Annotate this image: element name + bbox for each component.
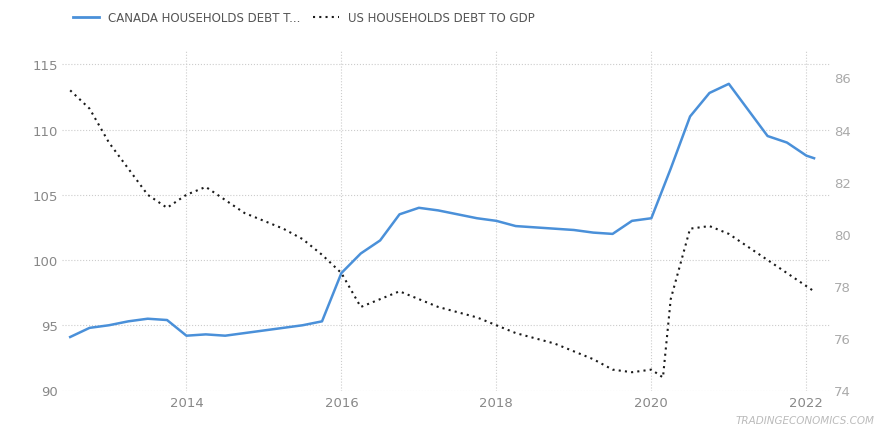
CANADA HOUSEHOLDS DEBT T... xyxy=(685,115,696,120)
US HOUSEHOLDS DEBT TO GDP xyxy=(723,232,734,237)
CANADA HOUSEHOLDS DEBT T... xyxy=(317,319,327,324)
US HOUSEHOLDS DEBT TO GDP xyxy=(452,310,463,315)
US HOUSEHOLDS DEBT TO GDP xyxy=(607,367,618,372)
US HOUSEHOLDS DEBT TO GDP xyxy=(472,315,483,320)
US HOUSEHOLDS DEBT TO GDP xyxy=(530,336,541,341)
Line: CANADA HOUSEHOLDS DEBT T...: CANADA HOUSEHOLDS DEBT T... xyxy=(70,85,814,337)
CANADA HOUSEHOLDS DEBT T... xyxy=(84,326,95,331)
CANADA HOUSEHOLDS DEBT T... xyxy=(549,227,560,232)
US HOUSEHOLDS DEBT TO GDP xyxy=(568,349,579,354)
CANADA HOUSEHOLDS DEBT T... xyxy=(201,332,211,337)
CANADA HOUSEHOLDS DEBT T... xyxy=(704,91,714,96)
US HOUSEHOLDS DEBT TO GDP xyxy=(414,297,425,302)
Legend: CANADA HOUSEHOLDS DEBT T..., US HOUSEHOLDS DEBT TO GDP: CANADA HOUSEHOLDS DEBT T..., US HOUSEHOL… xyxy=(69,7,540,30)
CANADA HOUSEHOLDS DEBT T... xyxy=(297,323,308,328)
US HOUSEHOLDS DEBT TO GDP xyxy=(336,271,347,276)
US HOUSEHOLDS DEBT TO GDP xyxy=(626,370,637,375)
US HOUSEHOLDS DEBT TO GDP xyxy=(161,206,172,211)
CANADA HOUSEHOLDS DEBT T... xyxy=(568,228,579,233)
US HOUSEHOLDS DEBT TO GDP xyxy=(781,271,792,276)
CANADA HOUSEHOLDS DEBT T... xyxy=(123,319,134,324)
CANADA HOUSEHOLDS DEBT T... xyxy=(530,225,541,230)
CANADA HOUSEHOLDS DEBT T... xyxy=(763,134,773,139)
US HOUSEHOLDS DEBT TO GDP xyxy=(317,253,327,258)
US HOUSEHOLDS DEBT TO GDP xyxy=(704,224,714,229)
US HOUSEHOLDS DEBT TO GDP xyxy=(297,237,308,242)
US HOUSEHOLDS DEBT TO GDP xyxy=(355,305,366,310)
US HOUSEHOLDS DEBT TO GDP xyxy=(394,289,405,294)
CANADA HOUSEHOLDS DEBT T... xyxy=(375,238,385,243)
US HOUSEHOLDS DEBT TO GDP xyxy=(743,245,754,250)
CANADA HOUSEHOLDS DEBT T... xyxy=(809,156,820,161)
CANADA HOUSEHOLDS DEBT T... xyxy=(161,318,172,323)
US HOUSEHOLDS DEBT TO GDP xyxy=(510,331,521,336)
US HOUSEHOLDS DEBT TO GDP xyxy=(278,227,289,232)
CANADA HOUSEHOLDS DEBT T... xyxy=(472,216,483,221)
CANADA HOUSEHOLDS DEBT T... xyxy=(259,328,269,333)
US HOUSEHOLDS DEBT TO GDP xyxy=(491,323,501,328)
US HOUSEHOLDS DEBT TO GDP xyxy=(685,227,696,232)
CANADA HOUSEHOLDS DEBT T... xyxy=(801,154,812,159)
CANADA HOUSEHOLDS DEBT T... xyxy=(103,323,114,328)
US HOUSEHOLDS DEBT TO GDP xyxy=(763,258,773,263)
CANADA HOUSEHOLDS DEBT T... xyxy=(355,251,366,256)
US HOUSEHOLDS DEBT TO GDP xyxy=(143,193,153,198)
CANADA HOUSEHOLDS DEBT T... xyxy=(65,335,76,340)
CANADA HOUSEHOLDS DEBT T... xyxy=(394,212,405,217)
CANADA HOUSEHOLDS DEBT T... xyxy=(278,326,289,331)
CANADA HOUSEHOLDS DEBT T... xyxy=(665,167,676,172)
CANADA HOUSEHOLDS DEBT T... xyxy=(510,224,521,229)
US HOUSEHOLDS DEBT TO GDP xyxy=(123,167,134,172)
US HOUSEHOLDS DEBT TO GDP xyxy=(433,305,443,310)
US HOUSEHOLDS DEBT TO GDP xyxy=(665,297,676,302)
Line: US HOUSEHOLDS DEBT TO GDP: US HOUSEHOLDS DEBT TO GDP xyxy=(70,91,814,378)
US HOUSEHOLDS DEBT TO GDP xyxy=(801,284,812,289)
US HOUSEHOLDS DEBT TO GDP xyxy=(375,297,385,302)
CANADA HOUSEHOLDS DEBT T... xyxy=(491,219,501,224)
CANADA HOUSEHOLDS DEBT T... xyxy=(646,216,657,221)
US HOUSEHOLDS DEBT TO GDP xyxy=(259,219,269,224)
US HOUSEHOLDS DEBT TO GDP xyxy=(588,357,599,362)
US HOUSEHOLDS DEBT TO GDP xyxy=(103,141,114,146)
US HOUSEHOLDS DEBT TO GDP xyxy=(809,289,820,294)
Text: TRADINGECONOMICS.COM: TRADINGECONOMICS.COM xyxy=(735,415,874,425)
CANADA HOUSEHOLDS DEBT T... xyxy=(781,141,792,146)
CANADA HOUSEHOLDS DEBT T... xyxy=(414,206,425,211)
CANADA HOUSEHOLDS DEBT T... xyxy=(607,232,618,237)
CANADA HOUSEHOLDS DEBT T... xyxy=(723,82,734,87)
CANADA HOUSEHOLDS DEBT T... xyxy=(626,219,637,224)
CANADA HOUSEHOLDS DEBT T... xyxy=(219,333,230,339)
CANADA HOUSEHOLDS DEBT T... xyxy=(433,208,443,214)
CANADA HOUSEHOLDS DEBT T... xyxy=(181,333,192,339)
US HOUSEHOLDS DEBT TO GDP xyxy=(65,89,76,94)
US HOUSEHOLDS DEBT TO GDP xyxy=(657,375,668,380)
US HOUSEHOLDS DEBT TO GDP xyxy=(219,198,230,203)
CANADA HOUSEHOLDS DEBT T... xyxy=(588,230,599,236)
CANADA HOUSEHOLDS DEBT T... xyxy=(743,108,754,113)
US HOUSEHOLDS DEBT TO GDP xyxy=(646,367,657,372)
CANADA HOUSEHOLDS DEBT T... xyxy=(336,271,347,276)
US HOUSEHOLDS DEBT TO GDP xyxy=(549,341,560,346)
CANADA HOUSEHOLDS DEBT T... xyxy=(239,331,250,336)
US HOUSEHOLDS DEBT TO GDP xyxy=(181,193,192,198)
CANADA HOUSEHOLDS DEBT T... xyxy=(452,212,463,217)
US HOUSEHOLDS DEBT TO GDP xyxy=(84,107,95,112)
US HOUSEHOLDS DEBT TO GDP xyxy=(201,185,211,190)
CANADA HOUSEHOLDS DEBT T... xyxy=(143,316,153,322)
US HOUSEHOLDS DEBT TO GDP xyxy=(239,211,250,216)
